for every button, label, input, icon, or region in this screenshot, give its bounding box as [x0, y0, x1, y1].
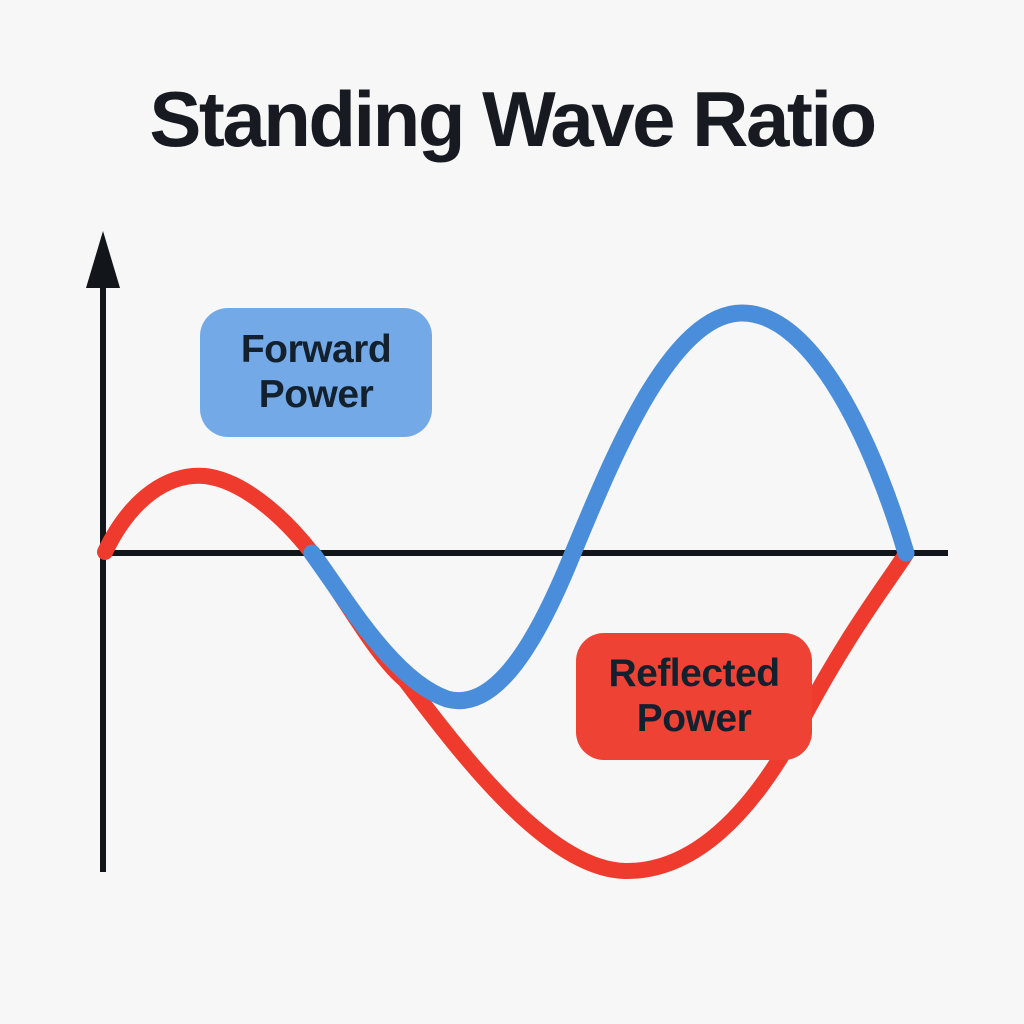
reflected-power-label-line2: Power [636, 696, 752, 740]
forward-power-label-line2: Power [258, 372, 374, 416]
diagram-title: Standing Wave Ratio [149, 75, 877, 163]
forward-power-label-line1: Forward [240, 327, 392, 371]
reflected-power-label: Reflected Power [576, 633, 812, 760]
y-axis-arrowhead-icon [86, 231, 120, 288]
forward-power-label: Forward Power [200, 308, 432, 437]
forward-wave-curve [303, 304, 915, 710]
reflected-power-label-line1: Reflected [608, 651, 780, 695]
